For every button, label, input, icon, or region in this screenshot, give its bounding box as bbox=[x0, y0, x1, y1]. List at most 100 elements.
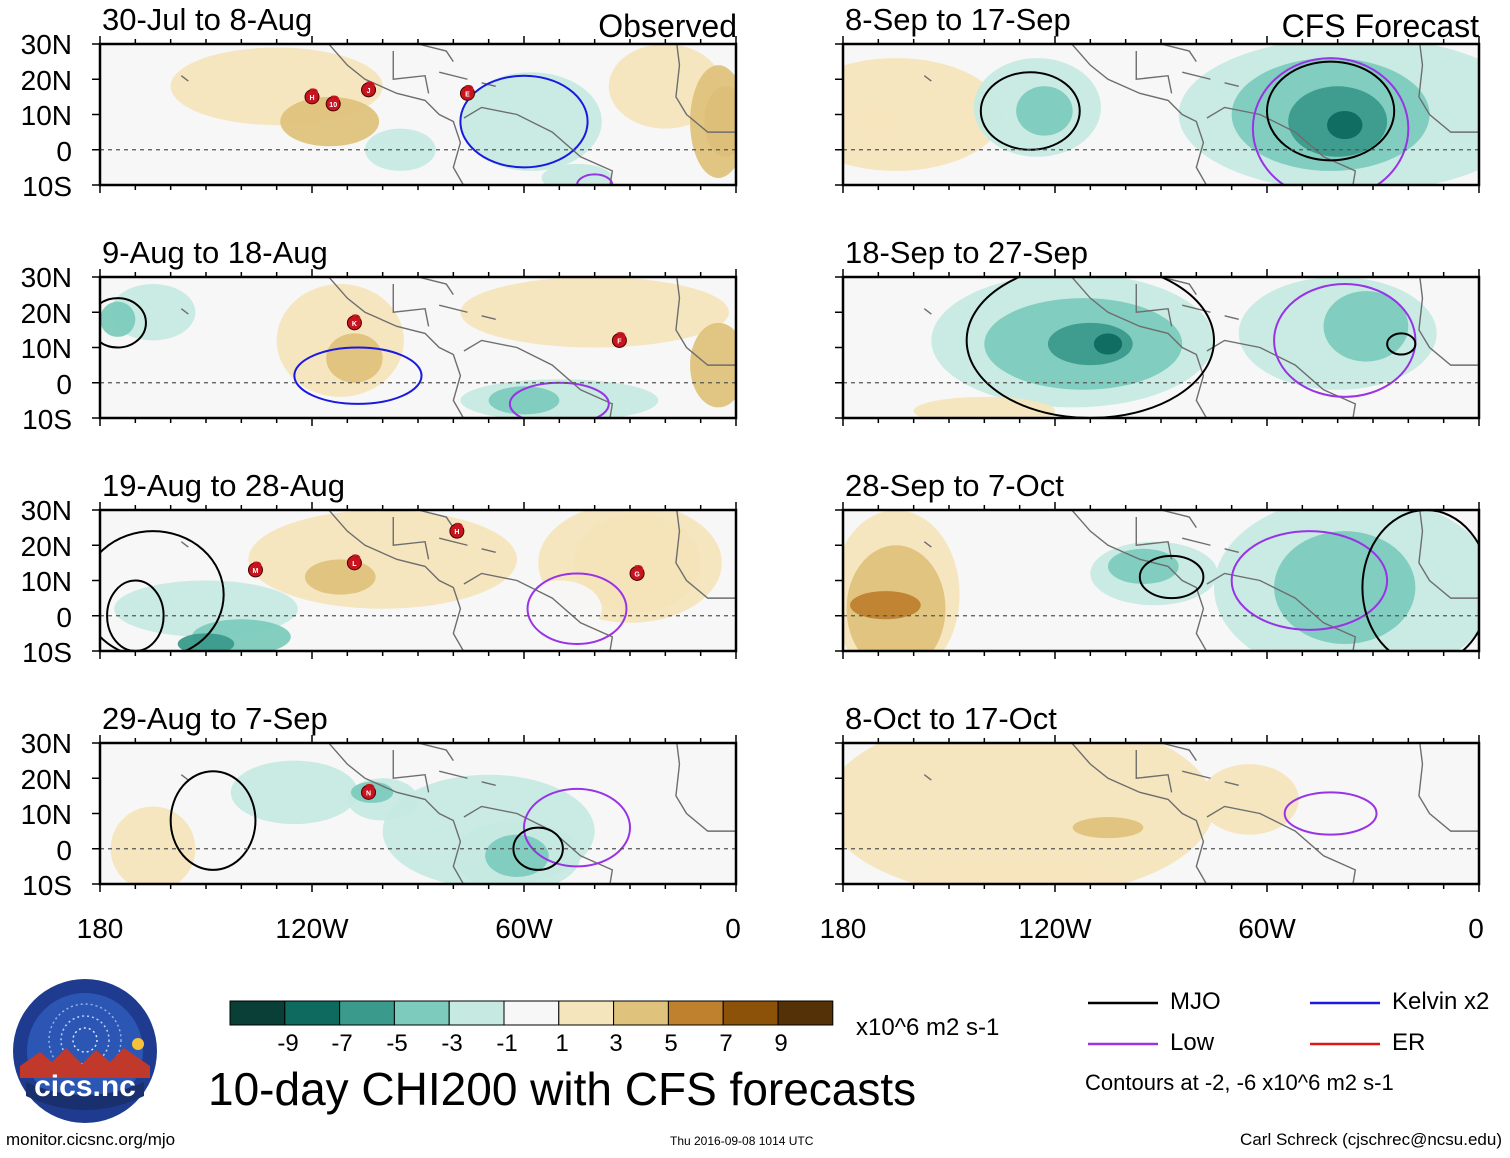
lat-tick-label: 0 bbox=[56, 602, 72, 633]
panel-forecast-4 bbox=[835, 735, 1481, 892]
lat-labels-row-2: 30N 20N 10N 0 10S bbox=[21, 262, 72, 435]
period-title: 8-Sep to 17-Sep bbox=[845, 2, 1071, 37]
colorbar-swatch bbox=[393, 1000, 450, 1026]
chi200-shading bbox=[1327, 110, 1363, 140]
colorbar-swatch bbox=[558, 1000, 615, 1026]
period-title: 9-Aug to 18-Aug bbox=[102, 235, 328, 270]
colorbar-swatch bbox=[339, 1000, 395, 1026]
storm-id: F bbox=[617, 338, 622, 345]
map-area bbox=[100, 44, 736, 185]
map-area bbox=[843, 743, 1479, 884]
chi200-shading bbox=[100, 301, 136, 337]
legend-label-kelvin: Kelvin x2 bbox=[1392, 988, 1490, 1015]
colorbar-label: 5 bbox=[664, 1030, 678, 1057]
storm-icon-arm bbox=[454, 522, 463, 530]
chi200-shading bbox=[110, 806, 196, 884]
map-area bbox=[843, 277, 1479, 418]
colorbar-label: -9 bbox=[277, 1030, 299, 1057]
chi200-shading bbox=[1072, 817, 1144, 839]
colorbar-swatch bbox=[722, 1000, 779, 1026]
lat-tick-label: 20N bbox=[21, 764, 72, 795]
period-title: 28-Sep to 7-Oct bbox=[845, 468, 1064, 503]
colorbar-swatch bbox=[613, 1000, 669, 1026]
coastline bbox=[180, 277, 736, 418]
period-title: 29-Aug to 7-Sep bbox=[102, 701, 328, 736]
lat-tick-label: 10N bbox=[21, 799, 72, 830]
panel-observed-1: H 10 J E bbox=[92, 36, 738, 193]
lat-tick-label: 30N bbox=[21, 495, 72, 526]
lat-tick-label: 10N bbox=[21, 566, 72, 597]
lon-tick-label: 120W bbox=[275, 913, 349, 944]
contour-note: Contours at -2, -6 x10^6 m2 s-1 bbox=[1085, 1070, 1394, 1095]
wave-contour bbox=[106, 579, 165, 651]
colorbar-label: -5 bbox=[386, 1030, 408, 1057]
storm-id: N bbox=[366, 790, 371, 797]
legend-label-mjo: MJO bbox=[1170, 988, 1221, 1015]
wave-contour bbox=[576, 173, 614, 185]
lat-tick-label: 10S bbox=[22, 637, 72, 668]
storm-marker: G bbox=[629, 565, 645, 581]
storm-icon-arm bbox=[352, 554, 361, 562]
storm-icon-arm bbox=[253, 561, 262, 569]
colorbar-swatch bbox=[448, 1000, 505, 1026]
observed-label: Observed bbox=[598, 8, 737, 44]
legend-lines bbox=[1088, 1001, 1380, 1046]
period-title: 8-Oct to 17-Oct bbox=[845, 701, 1057, 736]
chi200-shading bbox=[326, 333, 383, 383]
wave-contour bbox=[1230, 530, 1389, 631]
coastline bbox=[180, 510, 736, 651]
colorbar-label: 3 bbox=[609, 1030, 623, 1057]
chi200-shading bbox=[541, 163, 613, 185]
chi200-shading bbox=[485, 834, 549, 877]
lon-tick-label: 0 bbox=[725, 913, 741, 944]
coastline bbox=[180, 44, 736, 185]
lat-tick-label: 0 bbox=[56, 369, 72, 400]
chi200-shading bbox=[1199, 764, 1299, 835]
lat-tick-label: 0 bbox=[56, 835, 72, 866]
lat-tick-label: 10N bbox=[21, 333, 72, 364]
storm-id: E bbox=[465, 91, 470, 98]
chi200-shading bbox=[843, 58, 1002, 171]
legend-label-er: ER bbox=[1392, 1029, 1426, 1056]
storm-icon-arm bbox=[352, 314, 361, 321]
storm-icon-arm bbox=[465, 84, 474, 92]
lat-labels-row-3: 30N 20N 10N 0 10S bbox=[21, 495, 72, 668]
period-title: 30-Jul to 8-Aug bbox=[102, 2, 312, 37]
colorbar-swatch bbox=[667, 1000, 724, 1026]
colorbar bbox=[229, 1000, 834, 1026]
wave-contour bbox=[526, 572, 628, 645]
map-area bbox=[843, 44, 1479, 185]
map-area bbox=[100, 743, 736, 884]
panel-observed-3: M L H G bbox=[92, 502, 738, 659]
lon-tick-label: 60W bbox=[495, 913, 553, 944]
colorbar-label: 7 bbox=[719, 1030, 733, 1057]
storm-id: J bbox=[367, 88, 371, 95]
lat-tick-label: 20N bbox=[21, 65, 72, 96]
period-title: 18-Sep to 27-Sep bbox=[845, 235, 1088, 270]
lon-tick-label: 120W bbox=[1018, 913, 1092, 944]
storm-icon-arm bbox=[330, 95, 340, 103]
colorbar-swatch bbox=[284, 1000, 341, 1026]
panel-forecast-3 bbox=[835, 502, 1481, 659]
colorbar-label: -7 bbox=[331, 1030, 353, 1057]
lat-tick-label: 30N bbox=[21, 262, 72, 293]
storm-marker: H bbox=[449, 522, 465, 539]
wave-contour bbox=[1361, 510, 1479, 651]
storm-id: G bbox=[634, 571, 640, 578]
storm-marker: K bbox=[346, 314, 362, 331]
lon-labels-observed: 180 120W 60W 0 bbox=[77, 913, 741, 944]
lon-tick-label: 0 bbox=[1468, 913, 1484, 944]
wave-contour bbox=[293, 346, 423, 405]
period-title: 19-Aug to 28-Aug bbox=[102, 468, 345, 503]
colorbar-swatch bbox=[777, 1000, 834, 1026]
storm-id: H bbox=[309, 95, 314, 102]
storm-marker: N bbox=[361, 783, 377, 800]
chi200-shading bbox=[1093, 333, 1123, 355]
lon-labels-forecast: 180 120W 60W 0 bbox=[820, 913, 1484, 944]
lat-tick-label: 20N bbox=[21, 298, 72, 329]
wave-contour bbox=[1386, 332, 1417, 356]
logo-text: cics.nc bbox=[34, 1070, 136, 1103]
main-title: 10-day CHI200 with CFS forecasts bbox=[208, 1063, 917, 1115]
chi200-shading bbox=[516, 580, 602, 637]
storm-icon-arm bbox=[309, 88, 319, 96]
